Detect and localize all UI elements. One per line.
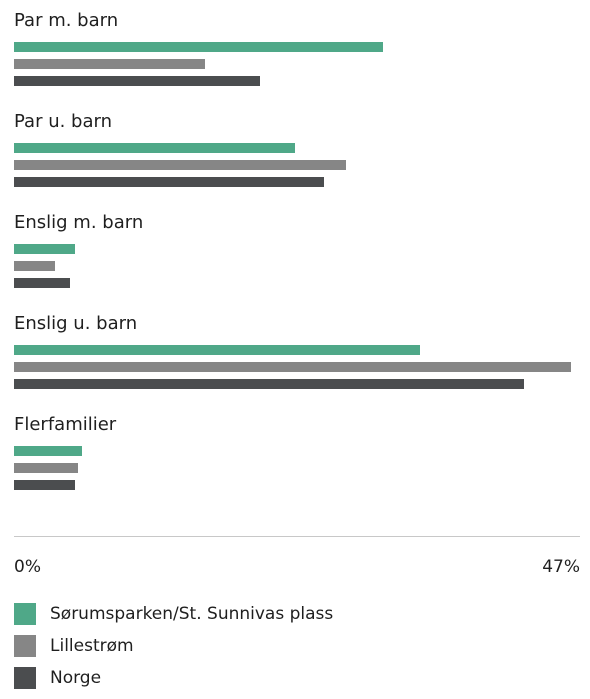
bar — [14, 244, 75, 254]
bar — [14, 345, 420, 355]
bar — [14, 480, 75, 490]
category-label: Par m. barn — [14, 10, 119, 31]
x-axis-max-label: 47% — [542, 557, 580, 577]
legend-swatch — [14, 667, 36, 689]
category-label: Enslig m. barn — [14, 212, 144, 233]
bar — [14, 446, 83, 456]
category-label: Flerfamilier — [14, 414, 117, 435]
bar — [14, 278, 71, 288]
bar — [14, 362, 572, 372]
legend-label: Norge — [50, 668, 102, 688]
bar — [14, 463, 79, 473]
bar — [14, 177, 325, 187]
legend-item: Lillestrøm — [14, 635, 333, 657]
bar — [14, 76, 260, 86]
category-label: Enslig u. barn — [14, 313, 138, 334]
x-axis-line — [14, 536, 580, 537]
bar — [14, 143, 295, 153]
legend-label: Sørumsparken/St. Sunnivas plass — [50, 604, 334, 624]
legend-label: Lillestrøm — [50, 636, 134, 656]
x-axis-min-label: 0% — [14, 557, 41, 577]
legend-swatch — [14, 635, 36, 657]
legend-item: Sørumsparken/St. Sunnivas plass — [14, 603, 333, 625]
category-label: Par u. barn — [14, 111, 112, 132]
bar — [14, 261, 55, 271]
legend-swatch — [14, 603, 36, 625]
legend-item: Norge — [14, 667, 333, 689]
bar — [14, 379, 524, 389]
legend: Sørumsparken/St. Sunnivas plass Lillestrø… — [14, 603, 333, 699]
bar — [14, 160, 346, 170]
bar — [14, 42, 383, 52]
bar — [14, 59, 205, 69]
